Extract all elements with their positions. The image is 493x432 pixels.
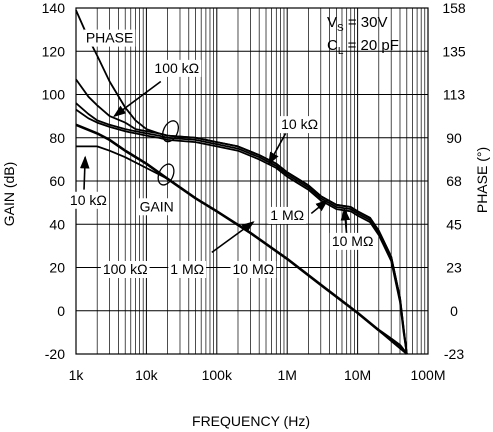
annotation-phase-10k: 10 kΩ [281,116,318,132]
x-tick-label: 1k [69,367,85,383]
condition-vs: VS = 30V [327,14,387,34]
y-right-tick-label: 135 [442,43,466,59]
label-bg-phase-100k [152,59,202,77]
annotation-gain-100k: 100 kΩ [103,261,148,277]
label-bg-gain [137,198,176,216]
annotation-phase-10m: 10 MΩ [332,233,374,249]
y-left-tick-label: 100 [42,87,66,103]
annotation-phase-100k: 100 kΩ [154,60,199,76]
phase-curve-6 [75,108,408,355]
annotations-group: PHASE GAIN 100 kΩ 10 kΩ 1 MΩ 10 MΩ 10 kΩ 100 kΩ… [67,29,376,278]
y-left-tick-label: 120 [42,43,66,59]
y-right-axis-title: PHASE (°) [474,147,490,213]
y-right-tick-labels: -23 0 23 45 68 90 113 135 158 [442,0,466,362]
y-left-tick-label: 60 [49,173,65,189]
x-tick-label: 1M [277,367,296,383]
y-right-tick-label: 90 [446,130,462,146]
arrow-gain-10m [211,221,255,254]
label-bg-gain-10k [67,191,109,209]
conditions-box: VS = 30V CL = 20 pF [327,14,399,57]
x-tick-labels: 1k 10k 100k 1M 10M 100M [69,367,446,383]
arrow-phase-100k [113,80,162,118]
y-left-tick-label: 40 [49,216,65,232]
label-bg-gain-1m [168,260,207,278]
y-left-axis-title: GAIN (dB) [1,162,17,227]
gain-curve-2 [76,145,408,355]
y-right-tick-label: 0 [450,303,458,319]
x-tick-label: 10k [135,367,159,383]
label-bg-gain-100k [100,260,150,278]
y-left-tick-label: 140 [42,0,66,16]
plot-frame [75,7,429,355]
label-bg-phase-1m [268,206,307,224]
gain-ellipse [157,163,175,186]
arrow-phase-10k [268,133,287,166]
arrow-phase-10m [340,207,351,236]
y-right-tick-label: 158 [442,0,466,16]
annotation-gain-1m: 1 MΩ [170,261,204,277]
condition-cl: CL = 20 pF [327,37,399,57]
y-right-tick-label: 113 [443,87,466,103]
annotation-gain: GAIN [140,198,174,214]
y-left-tick-label: 80 [49,130,65,146]
x-tick-label: 100M [410,367,445,383]
annotation-phase: PHASE [86,30,133,46]
y-left-tick-label: -20 [45,346,65,362]
y-left-tick-label: 20 [49,260,65,276]
y-right-tick-label: 68 [446,173,462,189]
arrow-gain-10k-b [79,155,90,190]
y-left-tick-label: 0 [57,303,65,319]
arrow-phase-1m [310,199,329,215]
y-left-tick-labels: -20 0 20 40 60 80 100 120 140 [42,0,66,362]
series-group [75,9,408,355]
y-right-tick-label: 45 [446,216,462,232]
phase-ellipse [161,120,180,143]
annotation-phase-1m: 1 MΩ [270,207,304,223]
annotation-gain-10k: 10 kΩ [70,192,107,208]
grid [75,7,428,355]
annotation-gain-10m: 10 MΩ [233,261,275,277]
label-bg-phase-10m [329,232,376,250]
x-tick-label: 10M [344,367,371,383]
phase-curve-5 [75,102,408,355]
label-bg-phase [83,29,136,47]
label-bg-gain-10m [230,260,277,278]
y-right-tick-label: 23 [446,260,462,276]
phase-curve-4 [75,78,408,355]
x-axis-title: FREQUENCY (Hz) [192,413,310,429]
x-tick-label: 100k [202,367,233,383]
y-right-tick-label: -23 [444,346,464,362]
label-bg-phase-10k [279,116,321,134]
